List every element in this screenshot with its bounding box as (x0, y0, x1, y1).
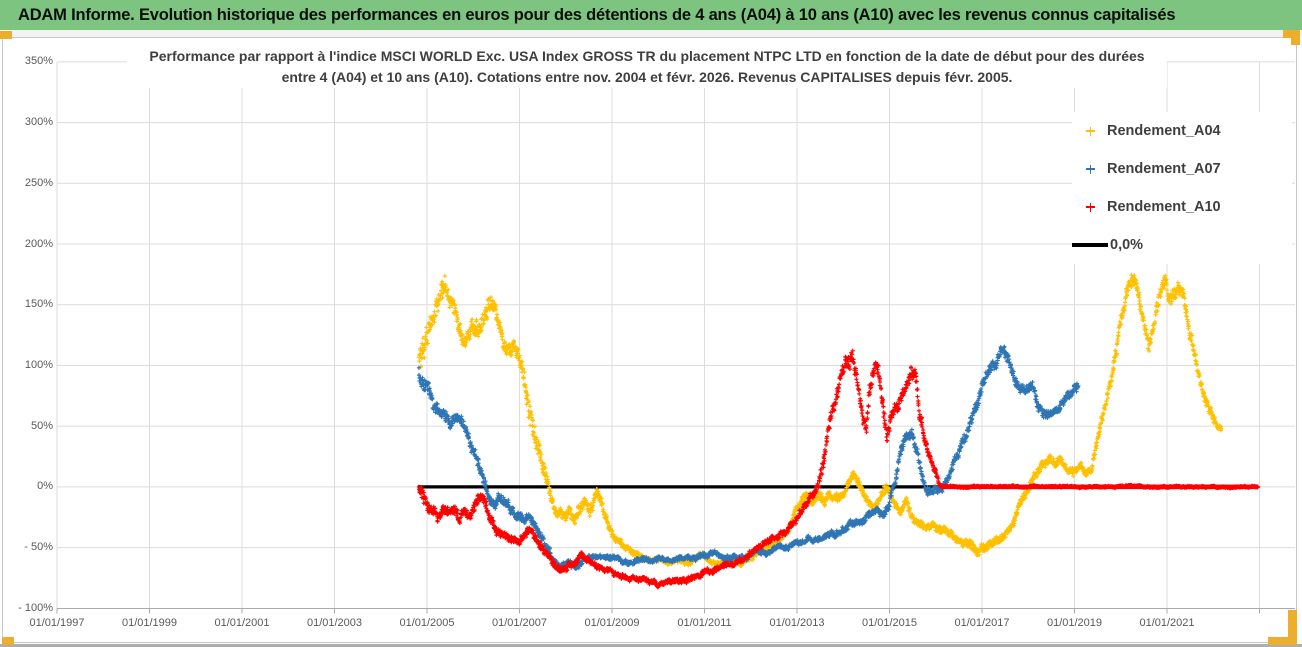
x-axis-tick-label: 01/01/2017 (954, 617, 1010, 629)
y-axis-tick-label: 250% (24, 176, 53, 189)
header-bar: ADAM Informe. Evolution historique des p… (0, 0, 1302, 30)
y-axis-tick-label: 150% (24, 298, 53, 311)
selection-handle-bottom-right-h[interactable] (1268, 637, 1297, 645)
legend-line-icon (1072, 243, 1108, 247)
x-axis-tick-label: 01/01/2011 (677, 617, 732, 629)
selection-handle-bottom-right-v[interactable] (1288, 610, 1297, 645)
selection-handle-top-left[interactable] (0, 31, 12, 39)
legend-item-rendement-a10[interactable]: Rendement_A10 (1072, 188, 1292, 226)
y-axis-tick-label: 350% (24, 55, 53, 68)
chart-title-line1: Performance par rapport à l'indice MSCI … (149, 48, 1145, 64)
x-axis-tick-label: 01/01/2003 (306, 617, 363, 629)
y-axis-tick-label: 0% (37, 480, 53, 493)
x-axis-tick-label: 01/01/2013 (769, 617, 825, 629)
plus-marker-icon (1086, 164, 1095, 174)
x-axis-tick-label: 01/01/1999 (121, 617, 178, 629)
x-axis-tick-label: 01/01/2005 (399, 617, 455, 629)
y-axis-tick-label: - 50% (24, 541, 53, 554)
x-axis-tick-label: 01/01/2021 (1139, 617, 1195, 629)
x-axis-tick-label: 01/01/2009 (584, 617, 640, 629)
legend-label: Rendement_A10 (1107, 199, 1221, 215)
chart-title-line2: entre 4 (A04) et 10 ans (A10). Cotations… (281, 69, 1013, 85)
legend-label: 0,0% (1110, 237, 1144, 253)
legend-item-rendement-a07[interactable]: Rendement_A07 (1072, 150, 1292, 188)
x-axis-tick-label: 01/01/2001 (214, 617, 270, 629)
legend-item-0-0-[interactable]: 0,0% (1072, 226, 1292, 264)
x-axis-tick-label: 01/01/2019 (1046, 617, 1103, 629)
plus-marker-icon (1086, 126, 1095, 136)
legend-label: Rendement_A04 (1107, 123, 1221, 139)
header-title: ADAM Informe. Evolution historique des p… (18, 5, 1176, 24)
legend-item-rendement-a04[interactable]: Rendement_A04 (1072, 112, 1292, 150)
x-axis-tick-label: 01/01/2015 (861, 617, 918, 629)
y-axis-tick-label: 100% (24, 358, 53, 371)
legend-label: Rendement_A07 (1107, 161, 1221, 177)
y-axis-tick-label: 300% (24, 116, 53, 129)
plus-marker-icon (1086, 202, 1095, 212)
y-axis-tick-label: 50% (30, 419, 53, 432)
selection-handle-top-right-v[interactable] (1291, 30, 1300, 45)
chart-legend[interactable]: Rendement_A04 Rendement_A07 Rendement_A10 0… (1072, 112, 1292, 264)
x-axis-tick-label: 01/01/2007 (491, 617, 548, 629)
selection-handle-bottom-left[interactable] (2, 637, 14, 645)
y-axis-tick-label: 200% (24, 237, 53, 250)
chart-title[interactable]: Performance par rapport à l'indice MSCI … (127, 46, 1167, 88)
x-axis-tick-label: 01/01/1997 (29, 617, 85, 629)
y-axis-tick-label: - 100% (18, 601, 53, 614)
